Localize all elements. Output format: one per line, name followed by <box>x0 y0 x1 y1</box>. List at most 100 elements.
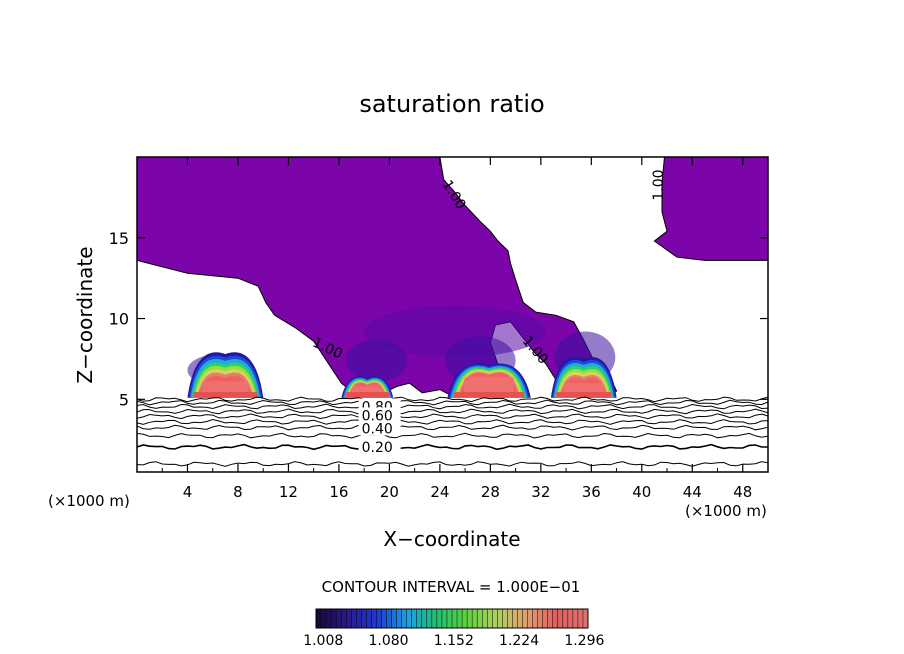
cell-core <box>564 383 604 395</box>
y-tick-label: 5 <box>119 390 129 409</box>
x-tick-label: 36 <box>582 483 601 501</box>
colorbar-swatch <box>537 609 543 628</box>
chart-title: saturation ratio <box>359 90 544 118</box>
colorbar-swatch <box>356 609 362 628</box>
x-tick-label: 4 <box>183 483 193 501</box>
colorbar-swatch <box>336 609 342 628</box>
colorbar-swatch <box>527 609 533 628</box>
colorbar-swatch <box>436 609 443 628</box>
x-tick-label: 8 <box>233 483 243 501</box>
colorbar-swatch <box>391 609 397 628</box>
y-tick-label: 15 <box>109 229 129 248</box>
contour-label: 1.00 <box>651 169 667 200</box>
x-axis-ticks: 4 8 12 16 20 24 28 32 36 40 44 48 <box>161 157 769 501</box>
cell-base <box>193 392 258 398</box>
y-axis-label: Z−coordinate <box>73 246 97 383</box>
colorbar-swatch <box>502 609 508 628</box>
colorbar-swatch <box>467 609 473 628</box>
cell-base <box>345 392 390 398</box>
colorbar-frame <box>315 608 589 629</box>
colorbar-swatch <box>517 609 523 628</box>
x-tick-label: 28 <box>481 483 500 501</box>
colorbar-swatch <box>351 609 357 628</box>
colorbar-swatch <box>361 609 367 628</box>
colorbar-swatch <box>562 609 569 628</box>
colorbar-swatch <box>457 609 463 628</box>
colorbar-swatch <box>406 609 413 628</box>
colorbar-swatch <box>386 609 392 628</box>
x-tick-label: 20 <box>380 483 399 501</box>
isoline <box>137 432 768 439</box>
colorbar-label: 1.296 <box>564 633 604 649</box>
colorbar-swatch <box>396 609 402 628</box>
colorbar-swatch <box>512 609 518 628</box>
colorbar-label: 1.224 <box>499 633 539 649</box>
colorbar-swatch <box>567 609 574 628</box>
x-tick-label: 12 <box>279 483 298 501</box>
isoline <box>137 461 768 467</box>
colorbar-swatch <box>331 609 337 628</box>
x-tick-label: 24 <box>430 483 449 501</box>
y-tick-label: 10 <box>109 310 129 329</box>
contour-label-bg <box>358 420 401 436</box>
colorbar-swatch <box>441 609 448 628</box>
colorbar-swatch <box>452 609 458 628</box>
cell-core <box>464 376 515 395</box>
x-tick-label: 44 <box>683 483 702 501</box>
colorbar-swatch <box>577 609 584 628</box>
x-unit-right: (×1000 m) <box>685 502 767 520</box>
colorbar-label: 1.008 <box>303 633 343 649</box>
plot-area: 1.001.001.001.000.800.600.400.20 <box>137 157 768 472</box>
colorbar-label: 1.152 <box>434 633 474 649</box>
colorbar-swatch <box>472 609 478 628</box>
cell-core <box>202 381 249 395</box>
colorbar-swatch <box>321 609 327 628</box>
x-tick-label: 40 <box>632 483 651 501</box>
contour-label-bg <box>358 438 401 454</box>
isoline <box>137 396 768 403</box>
contour-label: 0.20 <box>362 440 393 456</box>
convective-cells <box>187 352 617 398</box>
colorbar-swatch <box>547 609 554 628</box>
colorbar-swatch <box>507 609 513 628</box>
y-axis-ticks: 5 10 15 <box>109 229 768 409</box>
cell-4 <box>550 357 617 398</box>
colorbar-swatch <box>421 609 428 628</box>
colorbar-swatch <box>326 609 332 628</box>
colorbar-swatch <box>482 609 488 628</box>
colorbar-swatch <box>572 609 579 628</box>
colorbar-swatch <box>431 609 438 628</box>
isoline <box>137 403 768 410</box>
colorbar-swatch <box>376 609 382 628</box>
cell-base <box>454 392 525 398</box>
isoline <box>137 424 768 431</box>
colorbar-swatch <box>366 609 372 628</box>
isoline <box>137 399 768 406</box>
interior-shade-1 <box>346 339 408 382</box>
x-unit-left: (×1000 m) <box>48 492 130 510</box>
colorbar-swatch <box>462 609 468 628</box>
plot-frame <box>136 156 769 473</box>
subsaturated-isolines <box>137 396 768 467</box>
colorbar-swatch <box>497 609 503 628</box>
x-tick-label: 48 <box>733 483 752 501</box>
cell-base <box>556 392 612 398</box>
supersaturated-upper-region <box>137 157 617 397</box>
cell-3 <box>447 363 531 398</box>
colorbar-swatch <box>542 609 549 628</box>
isoline <box>137 443 768 451</box>
x-tick-label: 32 <box>531 483 550 501</box>
colorbar-swatch <box>346 609 352 628</box>
colorbar-swatch <box>341 609 347 628</box>
colorbar <box>315 608 589 629</box>
colorbar-swatch <box>316 609 322 628</box>
colorbar-swatch <box>492 609 498 628</box>
colorbar-swatch <box>487 609 493 628</box>
colorbar-swatch <box>582 609 589 628</box>
colorbar-swatch <box>552 609 559 628</box>
x-axis-label: X−coordinate <box>383 527 520 551</box>
colorbar-swatch <box>522 609 528 628</box>
colorbar-labels: 1.008 1.080 1.152 1.224 1.296 <box>303 633 604 649</box>
colorbar-swatch <box>532 609 538 628</box>
